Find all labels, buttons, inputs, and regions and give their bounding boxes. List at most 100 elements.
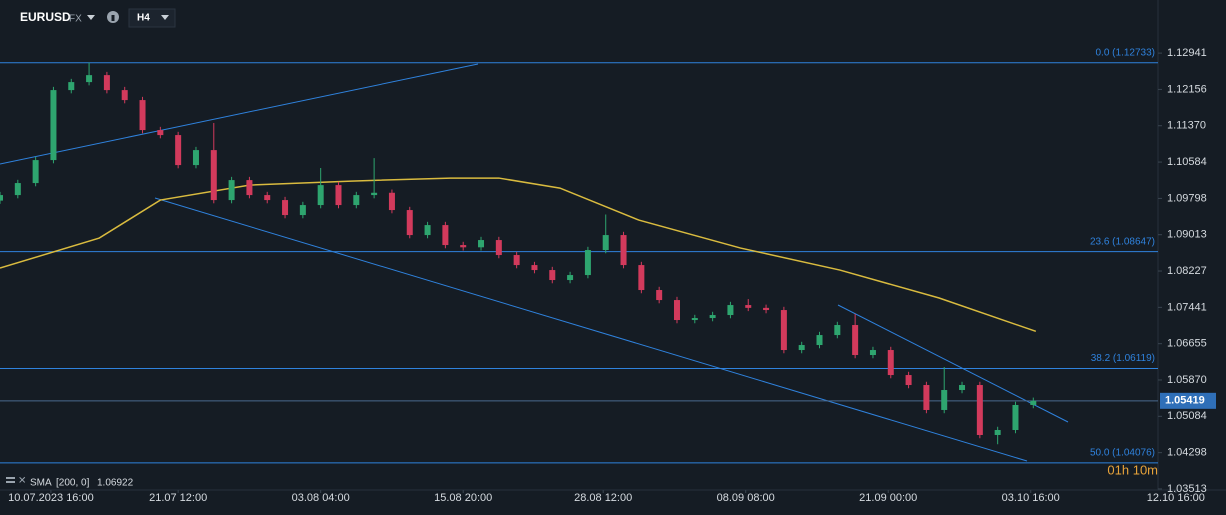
y-tick-label: 1.05870: [1167, 374, 1207, 386]
candle-body: [371, 192, 378, 196]
fib-label: 0.0 (1.12733): [1096, 47, 1156, 58]
candle-body: [335, 185, 342, 206]
candle-body: [68, 82, 75, 91]
symbol[interactable]: EURUSD: [20, 10, 71, 24]
candle-body: [353, 195, 360, 206]
candle-body: [442, 225, 449, 246]
trend-line[interactable]: [837, 304, 1069, 423]
trend-line[interactable]: [0, 63, 479, 165]
legend-icon[interactable]: [6, 477, 15, 479]
candle-body: [157, 130, 164, 136]
dropdown-icon[interactable]: [161, 15, 169, 20]
candle-body: [620, 235, 627, 266]
trend-line[interactable]: [154, 197, 1028, 462]
candle-body: [460, 245, 467, 248]
y-tick-label: 1.12941: [1167, 47, 1207, 59]
x-tick-label: 08.09 08:00: [717, 492, 775, 504]
timeframe-box[interactable]: [128, 8, 176, 28]
timeframe: H4: [137, 13, 150, 24]
candle-body: [478, 240, 485, 248]
candle-body: [941, 390, 948, 410]
y-tick-label: 1.08227: [1167, 265, 1207, 277]
candle-body: [513, 255, 520, 266]
candle-body: [175, 135, 182, 166]
y-tick-label: 1.09013: [1167, 229, 1207, 241]
candle-body: [406, 210, 413, 236]
indicator-params: [200, 0]: [56, 478, 90, 489]
candle-body: [887, 350, 894, 376]
x-tick-label: 21.07 12:00: [149, 492, 207, 504]
dropdown-icon[interactable]: [87, 15, 95, 20]
fib-label: 38.2 (1.06119): [1091, 353, 1155, 364]
candle-body: [424, 225, 431, 236]
candle-body: [691, 318, 698, 321]
x-tick-label: 12.10 16:00: [1147, 492, 1205, 504]
candle-body: [584, 250, 591, 276]
candle-body: [246, 180, 253, 196]
candle-body: [1030, 400, 1037, 405]
candle-body: [388, 192, 395, 211]
candle-body: [495, 240, 502, 256]
indicator-value: 1.06922: [97, 478, 134, 489]
candle-body: [1012, 404, 1019, 430]
y-tick-label: 1.05084: [1167, 410, 1207, 422]
candle-body: [727, 305, 734, 316]
y-tick-label: 1.10584: [1167, 156, 1207, 168]
fib-label: 23.6 (1.08647): [1090, 236, 1155, 247]
candle-body: [86, 75, 93, 83]
candle-body: [103, 75, 110, 91]
y-tick-label: 1.06655: [1167, 338, 1207, 350]
candle-body: [14, 183, 21, 196]
candle-body: [852, 325, 859, 356]
y-tick-label: 1.07441: [1167, 301, 1207, 313]
candle-body: [959, 385, 966, 391]
candle-body: [816, 335, 823, 346]
x-tick-label: 03.10 16:00: [1002, 492, 1060, 504]
y-tick-label: 1.12156: [1167, 83, 1207, 95]
candle-body: [834, 325, 841, 336]
legend-icon[interactable]: [6, 481, 15, 483]
candle-body: [32, 160, 39, 184]
candle-body: [121, 90, 128, 101]
y-tick-label: 1.09798: [1167, 192, 1207, 204]
last-price-tag: [1160, 392, 1216, 409]
candle-body: [317, 185, 324, 206]
y-tick-label: 1.04298: [1167, 447, 1207, 459]
candle-body: [264, 195, 271, 201]
x-tick-label: 03.08 04:00: [292, 492, 350, 504]
fib-label: 50.0 (1.04076): [1090, 448, 1155, 459]
candle-body: [745, 305, 752, 308]
candle-body: [709, 315, 716, 319]
candle-body: [905, 375, 912, 386]
candle-body: [923, 385, 930, 410]
x-tick-label: 28.08 12:00: [574, 492, 632, 504]
indicator-name: SMA: [30, 478, 52, 489]
close-icon[interactable]: ✕: [18, 476, 26, 487]
candle-body: [192, 150, 199, 166]
candle-body: [0, 195, 3, 201]
info-icon-mark: [111, 15, 115, 21]
last-price-label: 1.05419: [1165, 395, 1205, 407]
candle-body: [567, 275, 574, 281]
candle-body: [976, 385, 983, 435]
candle-body: [869, 350, 876, 356]
candle-body: [299, 205, 306, 216]
candle-body: [549, 270, 556, 281]
candle-body: [994, 429, 1001, 435]
candle-body: [210, 150, 217, 201]
x-tick-label: 21.09 00:00: [859, 492, 917, 504]
candle-body: [282, 200, 289, 216]
candle-body: [763, 307, 770, 311]
candle-body: [656, 290, 663, 301]
candle-body: [798, 345, 805, 351]
y-tick-label: 1.03513: [1167, 483, 1207, 495]
market: FX: [69, 14, 82, 25]
sma-line: [0, 177, 1037, 333]
candle-body: [50, 90, 57, 161]
countdown: 01h 10m: [1107, 462, 1158, 477]
candle-body: [531, 265, 538, 271]
candle-body: [602, 235, 609, 251]
